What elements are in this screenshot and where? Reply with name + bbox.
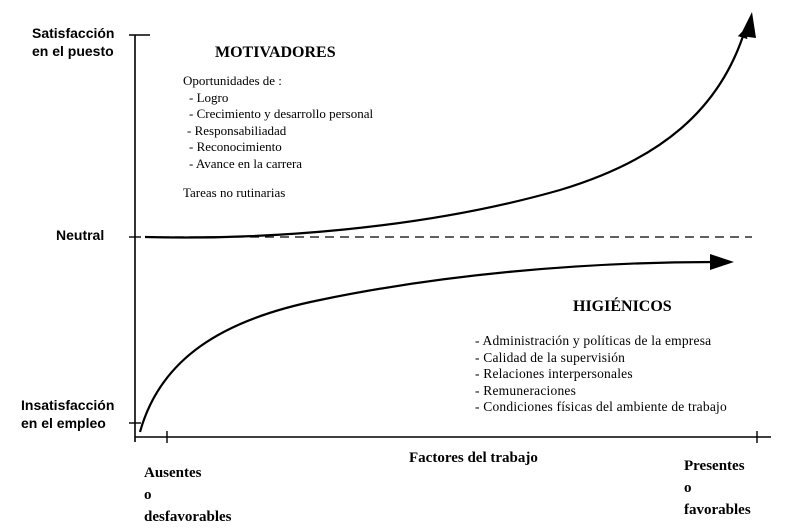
y-bottom-label-line1: Insatisfacción [21, 397, 115, 413]
motivators-intro: Oportunidades de : [183, 73, 282, 88]
x-right-label: Presentes o favorables [684, 455, 751, 521]
hygiene-item: - Condiciones físicas del ambiente de tr… [475, 399, 727, 414]
x-left-label-line1: Ausentes [144, 465, 202, 481]
x-right-label-line2: o [684, 480, 692, 496]
hygiene-title: HIGIÉNICOS [573, 298, 672, 315]
motivators-item: - Responsabiliadad [187, 122, 287, 138]
motivators-extra: Tareas no rutinarias [183, 185, 286, 200]
x-center-label: Factores del trabajo [409, 450, 538, 466]
motivators-curve [144, 28, 748, 239]
x-right-label-line3: favorables [684, 502, 751, 518]
y-bottom-label-line2: en el empleo [21, 415, 106, 431]
y-top-label-line1: Satisfacción [32, 25, 115, 41]
x-left-label: Ausentes o desfavorables [144, 462, 232, 528]
hygiene-item: - Relaciones interpersonales [475, 366, 633, 381]
hygiene-curve [138, 260, 716, 433]
hygiene-item: - Remuneraciones [475, 382, 577, 398]
motivators-item: - Reconocimiento [189, 139, 282, 154]
y-middle-label: Neutral [56, 227, 105, 243]
y-top-label-line2: en el puesto [32, 43, 114, 59]
motivators-item: - Logro [189, 89, 229, 105]
hygiene-arrowhead [710, 254, 734, 270]
hygiene-item: - Administración y políticas de la empre… [475, 333, 712, 348]
y-top-label: Satisfacción en el puesto [32, 24, 114, 60]
x-left-label-line2: o [144, 487, 152, 503]
hygiene-item: - Calidad de la supervisión [475, 349, 626, 365]
motivators-arrowhead [740, 12, 756, 38]
x-right-label-line1: Presentes [684, 458, 745, 474]
motivators-item: - Crecimiento y desarrollo personal [189, 106, 374, 121]
motivators-list: Oportunidades de : - Logro - Crecimiento… [183, 73, 373, 202]
hygiene-list: - Administración y políticas de la empre… [475, 333, 727, 416]
motivators-item: - Avance en la carrera [189, 155, 303, 171]
motivators-title: MOTIVADORES [215, 44, 336, 61]
x-left-label-line3: desfavorables [144, 509, 232, 525]
y-bottom-label: Insatisfacción en el empleo [21, 396, 114, 432]
